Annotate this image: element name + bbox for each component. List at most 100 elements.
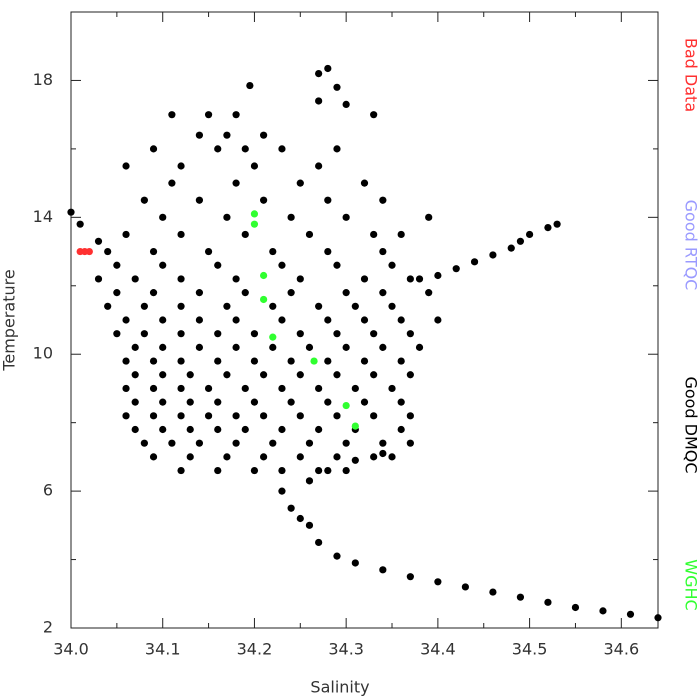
y-tick-label: 6 xyxy=(43,481,53,500)
data-point xyxy=(315,70,323,78)
data-point xyxy=(214,466,222,475)
data-point xyxy=(324,398,332,406)
data-point xyxy=(214,425,222,434)
data-point xyxy=(388,384,396,393)
data-point xyxy=(149,289,158,297)
data-point xyxy=(379,196,387,204)
data-point xyxy=(296,514,304,523)
data-point xyxy=(406,573,414,581)
x-tick-label: 34.6 xyxy=(604,640,640,659)
data-point xyxy=(232,111,240,119)
legend-entry: Good RTQC xyxy=(682,200,700,291)
data-point xyxy=(379,439,387,447)
data-point xyxy=(342,289,350,297)
data-point xyxy=(360,357,369,365)
data-point xyxy=(296,330,304,338)
data-point xyxy=(379,566,387,574)
data-point xyxy=(296,275,304,283)
data-point xyxy=(260,412,268,420)
data-point xyxy=(397,357,405,365)
data-point xyxy=(370,111,378,119)
data-point xyxy=(122,357,130,365)
data-point xyxy=(269,343,277,351)
data-point xyxy=(260,453,268,461)
data-point xyxy=(287,357,295,365)
data-point xyxy=(260,371,268,379)
data-point xyxy=(406,371,414,379)
data-point xyxy=(223,131,231,139)
data-point xyxy=(260,131,268,139)
data-point xyxy=(214,145,222,153)
data-point xyxy=(177,275,185,283)
data-point xyxy=(168,179,176,187)
data-point xyxy=(149,357,158,365)
data-point xyxy=(360,398,369,406)
data-point xyxy=(310,357,318,365)
y-tick-label: 2 xyxy=(43,618,53,637)
data-point xyxy=(315,384,323,393)
data-point xyxy=(553,220,561,228)
data-point xyxy=(360,179,369,187)
data-point xyxy=(516,593,525,601)
data-point xyxy=(104,302,112,310)
data-point xyxy=(214,357,222,365)
data-point xyxy=(370,330,378,338)
data-point xyxy=(269,302,277,310)
data-point xyxy=(397,425,405,434)
data-point xyxy=(351,302,359,310)
data-point xyxy=(260,295,268,304)
data-point xyxy=(379,449,387,458)
data-point xyxy=(305,477,314,485)
data-point xyxy=(278,425,286,434)
data-point xyxy=(232,316,240,324)
data-point xyxy=(470,258,479,266)
data-point xyxy=(324,196,332,204)
data-point xyxy=(149,412,158,420)
data-point xyxy=(232,179,240,187)
x-tick-label: 34.2 xyxy=(237,640,273,659)
data-point xyxy=(177,230,185,239)
data-point xyxy=(388,261,396,269)
data-point xyxy=(122,412,130,420)
data-point xyxy=(333,412,341,420)
data-point xyxy=(315,97,323,105)
data-point xyxy=(85,247,93,256)
data-point xyxy=(241,145,249,153)
data-point xyxy=(305,439,314,447)
data-point xyxy=(388,453,396,461)
data-point xyxy=(76,220,84,228)
data-point xyxy=(654,614,662,622)
data-point xyxy=(140,302,148,310)
data-point xyxy=(232,343,240,351)
data-point xyxy=(269,247,277,256)
data-point xyxy=(113,289,121,297)
data-point xyxy=(287,398,295,406)
data-point xyxy=(140,196,148,204)
data-point xyxy=(544,224,552,232)
y-axis-title: Temperature xyxy=(0,269,19,371)
data-point xyxy=(131,425,139,434)
data-point xyxy=(131,275,139,283)
x-tick-label: 34.3 xyxy=(328,640,364,659)
data-point xyxy=(315,538,323,547)
data-point xyxy=(94,275,103,283)
data-point xyxy=(186,371,194,379)
data-point xyxy=(269,439,277,447)
data-point xyxy=(168,439,176,447)
legend-entry: Bad Data xyxy=(682,38,700,112)
plot-frame xyxy=(70,11,659,629)
data-point xyxy=(232,412,240,420)
data-point xyxy=(315,162,323,170)
data-point xyxy=(333,371,341,379)
data-point xyxy=(434,578,442,586)
data-point xyxy=(296,453,304,461)
data-point xyxy=(149,384,158,393)
data-point xyxy=(397,230,405,239)
data-point xyxy=(278,261,286,269)
data-point xyxy=(599,607,607,615)
data-point xyxy=(122,384,130,393)
data-point xyxy=(241,384,249,393)
data-point xyxy=(223,302,231,310)
data-point xyxy=(333,453,341,461)
